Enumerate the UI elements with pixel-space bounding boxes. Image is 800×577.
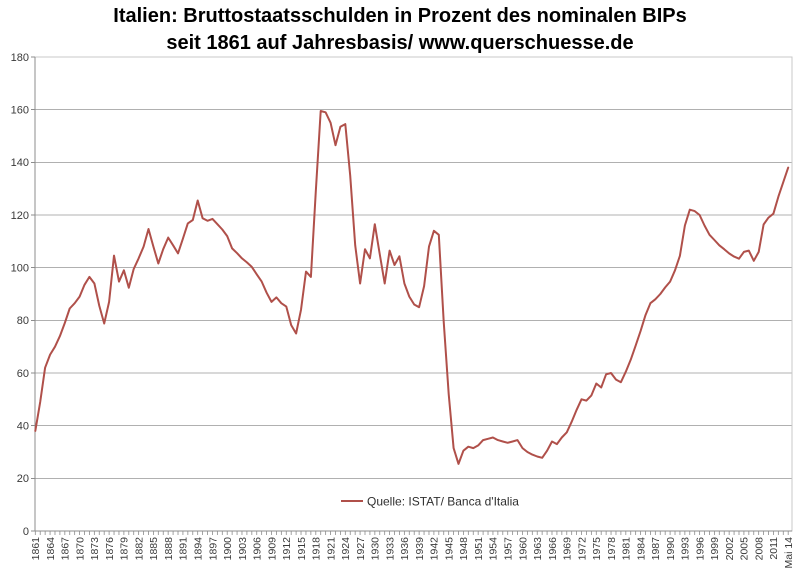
x-tick-label: 1873 (89, 537, 101, 561)
x-tick-label: 1861 (30, 537, 42, 561)
x-tick-label: 1927 (355, 537, 367, 561)
x-tick-label: Mai 14 (783, 537, 795, 569)
x-tick-label: 1936 (399, 537, 411, 561)
legend: Quelle: ISTAT/ Banca d'Italia (341, 495, 519, 509)
y-tick-label: 140 (11, 157, 29, 169)
y-tick-label: 80 (17, 315, 29, 327)
x-tick-label: 1882 (133, 537, 145, 561)
x-tick-label: 1990 (665, 537, 677, 561)
x-tick-label: 1867 (60, 537, 72, 561)
x-tick-label: 1942 (429, 537, 441, 561)
y-tick-label: 40 (17, 420, 29, 432)
x-tick-label: 2008 (753, 537, 765, 561)
y-tick-label: 60 (17, 368, 29, 380)
debt-ratio-line (34, 110, 790, 465)
x-tick-label: 2011 (768, 537, 780, 560)
x-tick-label: 1918 (311, 537, 323, 561)
y-tick-label: 100 (11, 262, 29, 274)
x-tick-label: 1948 (458, 537, 470, 561)
x-tick-label: 1945 (443, 537, 455, 561)
x-tick-label: 2002 (724, 537, 736, 561)
y-tick-label: 0 (23, 526, 29, 538)
y-tick-label: 160 (11, 104, 29, 116)
x-tick-label: 1939 (414, 537, 426, 561)
x-tick-label: 1996 (694, 537, 706, 561)
plot-area: 0 20 40 60 80 100 120 140 160 180 1861 1864 1867 1870… (11, 52, 795, 569)
x-tick-label: 1972 (576, 537, 588, 561)
x-tick-label: 1897 (207, 537, 219, 561)
chart-title-line1: Italien: Bruttostaatsschulden in Prozent… (113, 5, 687, 27)
x-tick-label: 1984 (635, 537, 647, 561)
x-tick-label: 1966 (547, 537, 559, 561)
x-tick-label: 1906 (252, 537, 264, 561)
legend-label: Quelle: ISTAT/ Banca d'Italia (367, 495, 519, 509)
x-tick-label: 1891 (178, 537, 190, 561)
y-tick-label: 180 (11, 52, 29, 64)
x-tick-label: 1993 (680, 537, 692, 561)
y-tick-label: 20 (17, 473, 29, 485)
x-tick-label: 1951 (473, 537, 485, 561)
x-tick-label: 1894 (192, 537, 204, 561)
x-tick-label: 1909 (266, 537, 278, 561)
x-tick-label: 1921 (325, 537, 337, 561)
x-tick-label: 1978 (606, 537, 618, 561)
x-tick-label: 1930 (370, 537, 382, 561)
x-tick-label: 1876 (104, 537, 116, 561)
y-tick-label: 120 (11, 210, 29, 222)
x-tick-label: 1870 (74, 537, 86, 561)
x-tick-label: 1987 (650, 537, 662, 561)
x-tick-label: 1999 (709, 537, 721, 561)
x-tick-label: 1963 (532, 537, 544, 561)
x-tick-label: 1879 (119, 537, 131, 561)
x-tick-label: 1975 (591, 537, 603, 561)
chart-title: Italien: Bruttostaatsschulden in Prozent… (0, 3, 800, 57)
x-tick-label: 1864 (45, 537, 57, 561)
chart-title-line2: seit 1861 auf Jahresbasis/ www.querschue… (166, 32, 634, 54)
x-tick-label: 1960 (517, 537, 529, 561)
x-tick-label: 1954 (488, 537, 500, 561)
x-tick-label: 1912 (281, 537, 293, 561)
x-tick-label: 1900 (222, 537, 234, 561)
x-tick-label: 1969 (562, 537, 574, 561)
x-tick-label: 1903 (237, 537, 249, 561)
x-tick-label: 1981 (621, 537, 633, 561)
x-tick-label: 1957 (503, 537, 515, 561)
x-tick-label: 1915 (296, 537, 308, 561)
x-tick-label: 1933 (384, 537, 396, 561)
x-tick-label: 2005 (739, 537, 751, 561)
plot-border (34, 56, 793, 532)
x-tick-label: 1885 (148, 537, 160, 561)
x-tick-label: 1888 (163, 537, 175, 561)
x-tick-label: 1924 (340, 537, 352, 561)
